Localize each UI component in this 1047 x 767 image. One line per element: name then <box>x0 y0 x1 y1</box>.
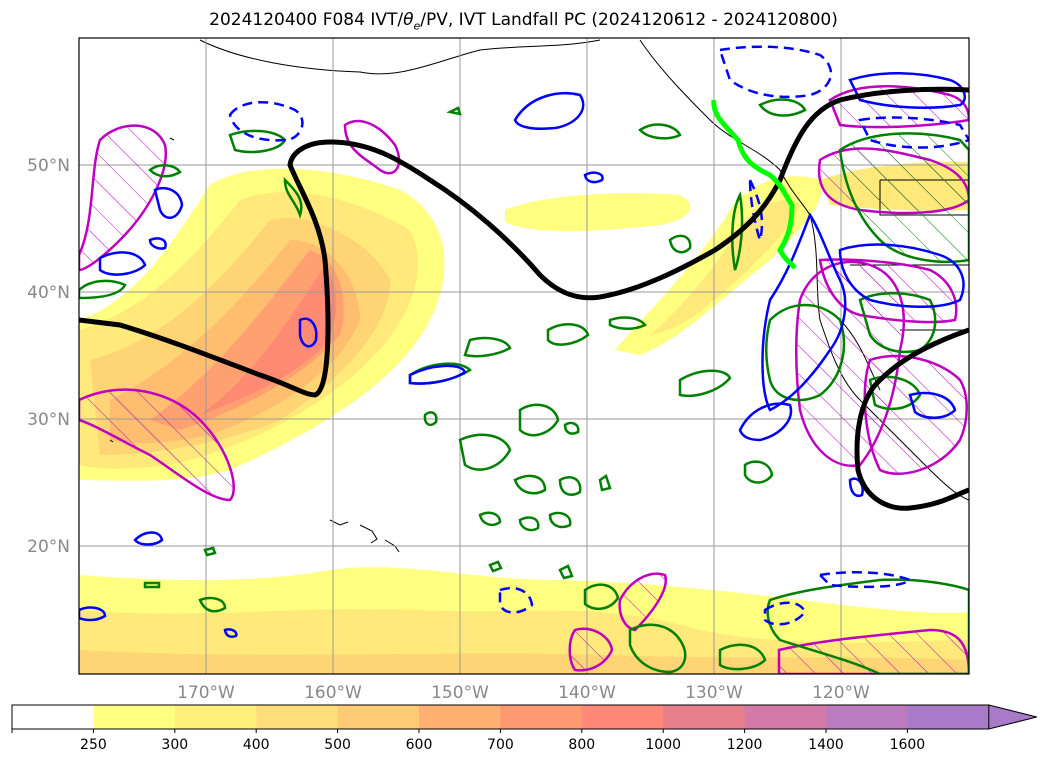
colorbar-segment <box>663 705 746 729</box>
colorbar-extend-arrow <box>988 704 1037 730</box>
colorbar-segment <box>174 705 257 729</box>
colorbar-tick-label: 700 <box>487 737 514 753</box>
colorbar-tick-label: 300 <box>161 737 188 753</box>
colorbar-tick-label: 250 <box>80 737 107 753</box>
colorbar-tick-label: 1400 <box>808 737 844 753</box>
colorbar-tick-label: 1600 <box>890 737 926 753</box>
colorbar-segment <box>12 705 94 729</box>
colorbar: 250 300 400 500 600 700 800 1000 1200 1400 1600 <box>11 704 1037 753</box>
pv-contours <box>79 45 969 638</box>
colorbar-segment <box>581 705 664 729</box>
colorbar-tick-label: 600 <box>406 737 433 753</box>
colorbar-segment <box>500 705 583 729</box>
colorbar-tick-label: 1000 <box>645 737 681 753</box>
colorbar-tick-label: 500 <box>324 737 351 753</box>
lat-label: 50°N <box>27 156 70 176</box>
lon-label: 150°W <box>431 683 489 703</box>
colorbar-tick-label: 400 <box>243 737 270 753</box>
colorbar-segment <box>93 705 176 729</box>
lon-label: 120°W <box>812 683 870 703</box>
colorbar-tick-label: 800 <box>568 737 595 753</box>
colorbar-tick-label: 1200 <box>727 737 763 753</box>
landfall-line <box>711 99 797 270</box>
lon-label: 160°W <box>304 683 362 703</box>
lat-label: 40°N <box>27 283 70 303</box>
map-frame <box>78 37 970 675</box>
colorbar-segment <box>826 705 908 729</box>
colorbar-segment <box>419 705 501 729</box>
colorbar-segment <box>337 705 420 729</box>
lon-label: 130°W <box>685 683 743 703</box>
colorbar-segment <box>907 705 990 729</box>
colorbar-segment <box>744 705 827 729</box>
map-title: 2024120400 F084 IVT/θe/PV, IVT Landfall … <box>209 10 838 33</box>
ridge-lines <box>79 86 969 511</box>
lat-label: 30°N <box>27 410 70 430</box>
theta-e-contours <box>79 98 969 674</box>
colorbar-segment <box>256 705 339 729</box>
lat-label: 20°N <box>27 537 70 557</box>
lon-label: 170°W <box>177 683 235 703</box>
lon-label: 140°W <box>558 683 616 703</box>
